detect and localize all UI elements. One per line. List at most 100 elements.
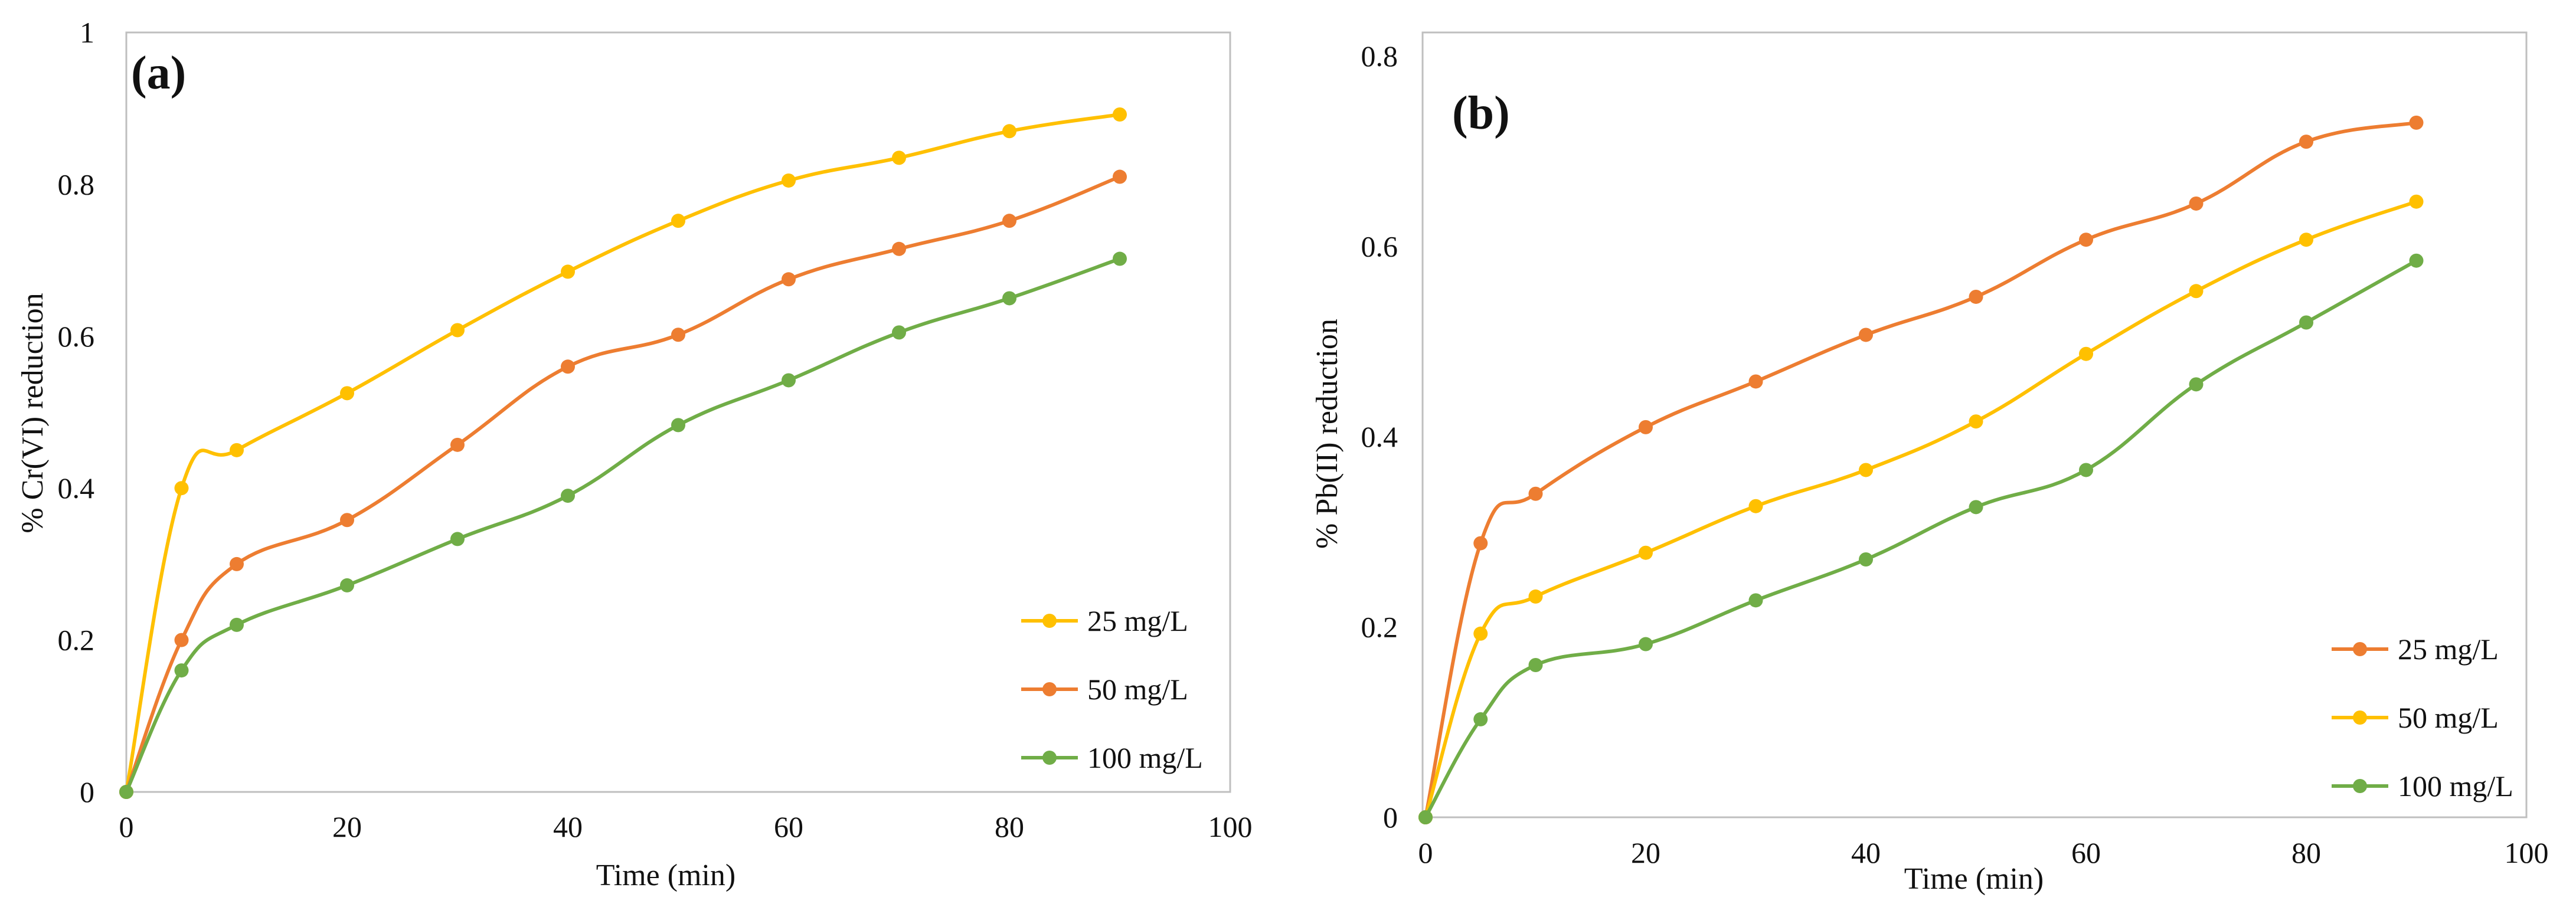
data-point bbox=[119, 785, 133, 799]
data-point bbox=[2409, 253, 2424, 268]
x-tick-label: 80 bbox=[2291, 836, 2321, 869]
y-tick-labels: 0 0.2 0.4 0.6 0.8 bbox=[1361, 40, 1398, 834]
series-line bbox=[125, 257, 1122, 794]
y-tick-label: 0.6 bbox=[1361, 230, 1398, 263]
data-point bbox=[671, 214, 685, 228]
data-point bbox=[230, 556, 244, 571]
data-point bbox=[561, 264, 575, 279]
data-point bbox=[1969, 289, 1983, 304]
data-point bbox=[174, 633, 189, 647]
data-point bbox=[1473, 712, 1488, 726]
data-point bbox=[450, 323, 465, 338]
data-point bbox=[2079, 233, 2093, 247]
x-tick-label: 60 bbox=[774, 810, 803, 843]
data-point bbox=[1859, 328, 1873, 342]
y-tick-label: 0.2 bbox=[1361, 611, 1398, 644]
data-point bbox=[450, 437, 465, 452]
data-point bbox=[2409, 115, 2424, 130]
data-point bbox=[1113, 169, 1127, 184]
y-tick-label: 1 bbox=[80, 16, 94, 49]
legend-label: 100 mg/L bbox=[2398, 770, 2513, 803]
series-layer bbox=[1418, 115, 2424, 824]
series-layer bbox=[119, 107, 1127, 799]
legend-swatch-marker bbox=[2353, 642, 2367, 656]
plot-frame bbox=[1421, 31, 2528, 818]
y-tick-label: 0.6 bbox=[58, 320, 95, 353]
data-point bbox=[561, 489, 575, 503]
y-tick-label: 0.4 bbox=[58, 471, 95, 505]
data-point bbox=[2189, 284, 2204, 299]
y-tick-label: 0.8 bbox=[58, 168, 95, 201]
data-point bbox=[892, 325, 906, 340]
data-point bbox=[340, 513, 354, 528]
legend-swatch-marker bbox=[2353, 779, 2367, 793]
y-axis-title: % Pb(II) reduction bbox=[1310, 319, 1344, 549]
x-tick-label: 0 bbox=[119, 810, 134, 843]
legend-label: 25 mg/L bbox=[2398, 633, 2499, 666]
data-point bbox=[1418, 810, 1433, 824]
data-point bbox=[340, 578, 354, 592]
data-point bbox=[1748, 374, 1763, 389]
series-line bbox=[125, 113, 1122, 794]
data-point bbox=[561, 359, 575, 374]
y-tick-label: 0.4 bbox=[1361, 420, 1398, 453]
legend-swatch-marker bbox=[1042, 682, 1057, 696]
x-tick-labels: 0 20 40 60 80 100 bbox=[1418, 836, 2549, 869]
series-line bbox=[1424, 199, 2418, 819]
x-axis-title: Time (min) bbox=[596, 859, 735, 892]
y-tick-label: 0 bbox=[1383, 801, 1398, 834]
data-point bbox=[2299, 315, 2313, 330]
data-point bbox=[2409, 194, 2424, 209]
x-tick-label: 20 bbox=[332, 810, 362, 843]
plot-frame bbox=[125, 31, 1231, 793]
data-point bbox=[450, 532, 465, 546]
chart-panel-b: (b) Time (min) % Pb(II) reduction 0 20 40 6… bbox=[1310, 31, 2549, 896]
x-tick-label: 20 bbox=[1631, 836, 1660, 869]
legend-label: 50 mg/L bbox=[2398, 701, 2499, 734]
data-point bbox=[1113, 107, 1127, 122]
data-point bbox=[1639, 545, 1653, 560]
data-point bbox=[2299, 135, 2313, 149]
data-point bbox=[1859, 552, 1873, 567]
y-tick-label: 0.2 bbox=[58, 624, 95, 657]
data-point bbox=[1002, 124, 1016, 139]
data-point bbox=[1748, 499, 1763, 513]
data-point bbox=[782, 173, 796, 188]
y-axis-title: % Cr(VI) reduction bbox=[16, 293, 50, 533]
data-point bbox=[1002, 214, 1016, 228]
data-point bbox=[782, 373, 796, 388]
data-point bbox=[892, 241, 906, 256]
data-point bbox=[230, 443, 244, 457]
data-point bbox=[1748, 593, 1763, 608]
data-point bbox=[1473, 626, 1488, 641]
data-point bbox=[892, 150, 906, 165]
data-point bbox=[671, 328, 685, 342]
x-tick-label: 100 bbox=[2505, 836, 2549, 869]
x-tick-label: 60 bbox=[2071, 836, 2101, 869]
y-tick-label: 0 bbox=[80, 775, 94, 808]
data-point bbox=[2299, 233, 2313, 247]
x-tick-label: 40 bbox=[1851, 836, 1881, 869]
data-point bbox=[174, 663, 189, 678]
data-point bbox=[2189, 196, 2204, 211]
series-line bbox=[125, 175, 1122, 794]
data-point bbox=[174, 481, 189, 496]
x-tick-labels: 0 20 40 60 80 100 bbox=[119, 810, 1253, 843]
legend-label: 50 mg/L bbox=[1087, 673, 1188, 706]
data-point bbox=[782, 272, 796, 287]
data-point bbox=[340, 386, 354, 401]
data-point bbox=[1639, 637, 1653, 651]
legend-swatch-marker bbox=[1042, 751, 1057, 765]
legend: 25 mg/L 50 mg/L 100 mg/L bbox=[1021, 604, 1203, 774]
data-point bbox=[1528, 486, 1543, 501]
data-point bbox=[1528, 658, 1543, 672]
legend-swatch-marker bbox=[1042, 614, 1057, 628]
data-point bbox=[1113, 251, 1127, 266]
data-point bbox=[2189, 377, 2204, 392]
legend-swatch-marker bbox=[2353, 710, 2367, 725]
series-line bbox=[1424, 258, 2418, 819]
x-tick-label: 0 bbox=[1418, 836, 1433, 869]
x-tick-label: 40 bbox=[553, 810, 583, 843]
